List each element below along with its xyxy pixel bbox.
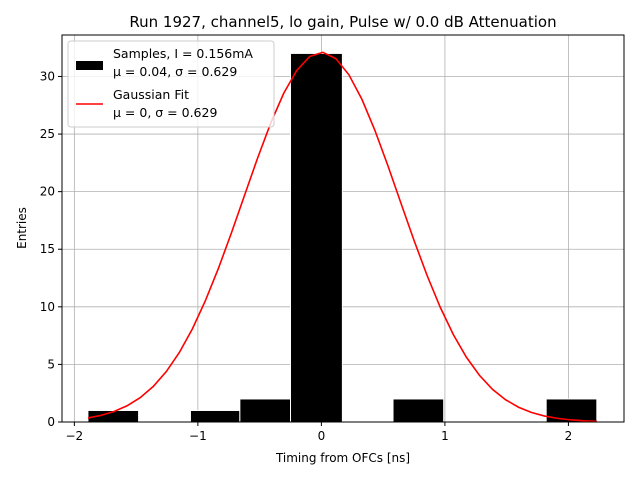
y-axis-ticks: 0 5 10 15 20 25 30 — [40, 69, 62, 429]
x-tick-label: 1 — [441, 429, 449, 443]
y-tick-label: 0 — [47, 415, 55, 429]
chart-title: Run 1927, channel5, lo gain, Pulse w/ 0.… — [129, 13, 556, 31]
y-tick-label: 15 — [40, 242, 55, 256]
plot-frame — [61, 34, 625, 423]
histogram-bar — [239, 398, 292, 423]
x-tick-label: −2 — [66, 429, 84, 443]
histogram-bar — [189, 409, 241, 423]
x-tick-label: 0 — [318, 429, 326, 443]
legend-box — [67, 40, 275, 128]
histogram-bar — [290, 52, 343, 423]
legend-bar-swatch — [76, 61, 103, 70]
y-tick-label: 5 — [47, 357, 55, 371]
legend-entry-fit: Gaussian Fit — [113, 87, 189, 102]
fit-line — [87, 51, 597, 423]
y-axis-label: Entries — [15, 207, 29, 249]
legend: Samples, I = 0.156mA μ = 0.04, σ = 0.629… — [67, 40, 275, 128]
legend-entry-samples: Samples, I = 0.156mA — [113, 46, 253, 61]
x-tick-label: −1 — [189, 429, 207, 443]
y-tick-label: 20 — [40, 185, 55, 199]
legend-entry-samples-stats: μ = 0.04, σ = 0.629 — [113, 64, 237, 79]
x-axis-ticks: −2 −1 0 1 2 — [66, 422, 573, 443]
x-tick-label: 2 — [565, 429, 573, 443]
legend-entry-fit-stats: μ = 0, σ = 0.629 — [113, 105, 217, 120]
y-tick-label: 25 — [40, 127, 55, 141]
y-tick-label: 10 — [40, 300, 55, 314]
x-axis-label: Timing from OFCs [ns] — [275, 451, 410, 465]
gaussian-fit — [87, 51, 597, 423]
histogram-bars — [87, 52, 598, 423]
y-tick-label: 30 — [40, 69, 55, 83]
histogram-bar — [545, 398, 598, 423]
histogram-bar — [392, 398, 445, 423]
